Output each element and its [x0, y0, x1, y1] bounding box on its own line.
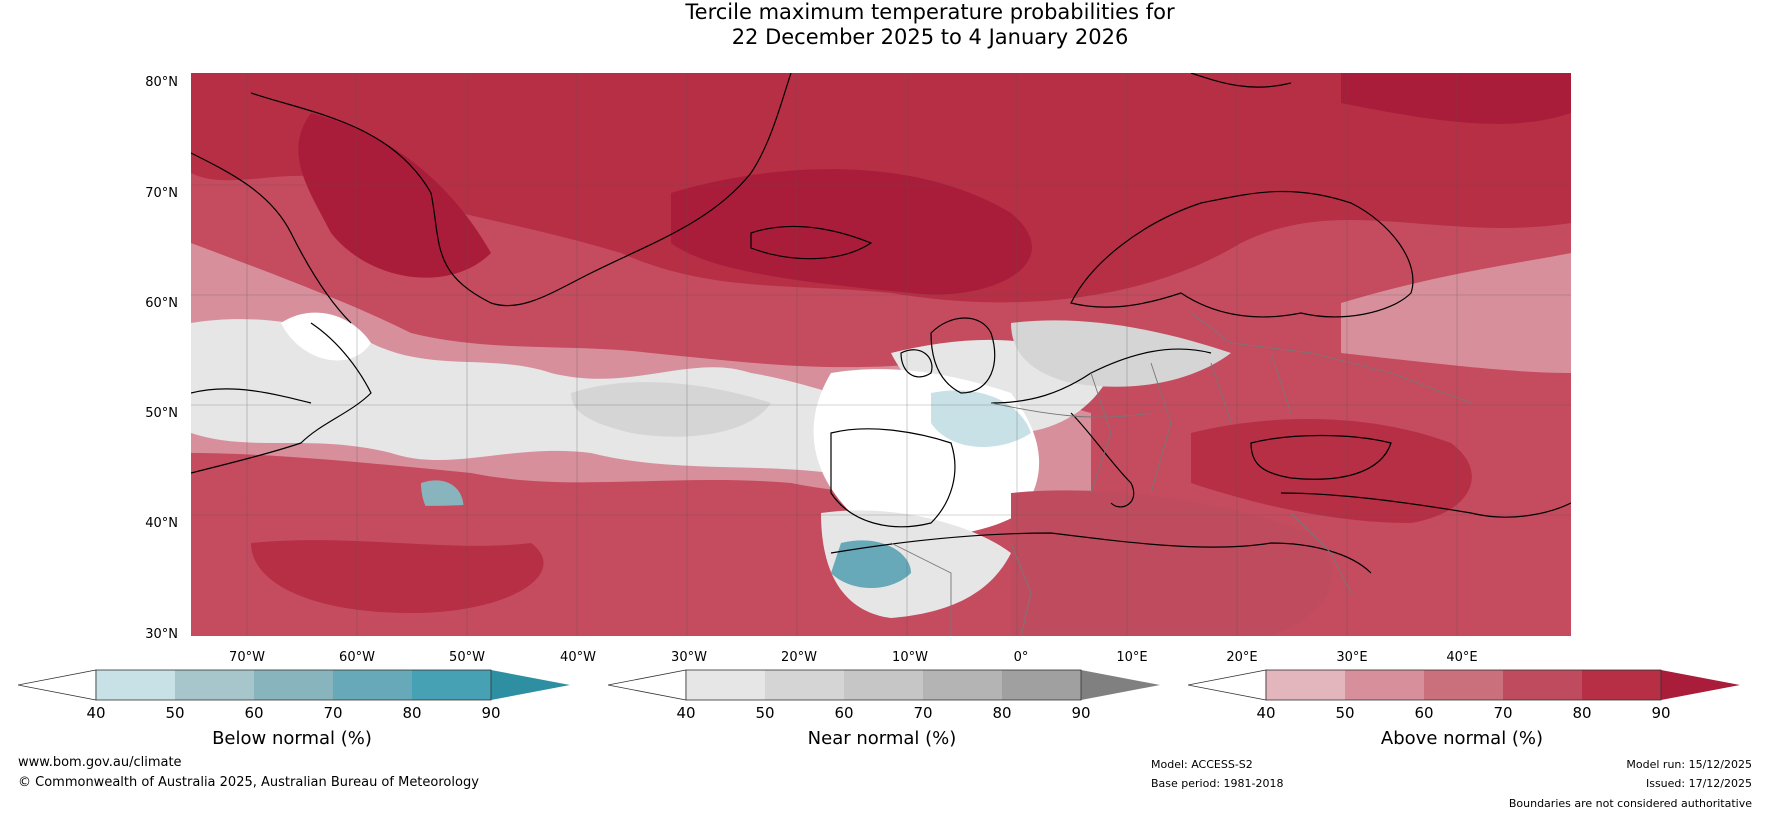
tick-label: 40 — [676, 704, 696, 722]
lat-label: 80°N — [145, 75, 178, 90]
tick-label: 50 — [165, 704, 185, 722]
model-run-text: Model run: 15/12/2025 — [1626, 758, 1752, 771]
tick-label: 50 — [755, 704, 775, 722]
copyright-text: © Commonwealth of Australia 2025, Austra… — [18, 775, 479, 790]
tick-label: 50 — [1335, 704, 1355, 722]
colorbar-above-normal: 40 50 60 70 80 90 — [1187, 668, 1740, 722]
lon-label: 40°W — [560, 650, 596, 665]
lon-label: 20°E — [1226, 650, 1258, 665]
tick-label: 40 — [86, 704, 106, 722]
tick-label: 60 — [244, 704, 264, 722]
colorbar-swatches — [17, 669, 570, 701]
map-title: Tercile maximum temperature probabilitie… — [0, 0, 1770, 50]
lon-label: 10°W — [892, 650, 928, 665]
lon-label: 70°W — [229, 650, 265, 665]
tick-label: 90 — [1651, 704, 1671, 722]
tick-label: 90 — [481, 704, 501, 722]
tick-label: 60 — [1414, 704, 1434, 722]
colorbar-swatches — [607, 669, 1160, 701]
website-link[interactable]: www.bom.gov.au/climate — [18, 755, 182, 770]
tick-label: 80 — [1572, 704, 1592, 722]
lon-label: 20°W — [781, 650, 817, 665]
title-line-1: Tercile maximum temperature probabilitie… — [685, 0, 1175, 24]
base-period-text: Base period: 1981-2018 — [1151, 777, 1284, 790]
colorbar-title-above: Above normal (%) — [1380, 728, 1544, 749]
lat-label: 60°N — [145, 296, 178, 311]
colorbar-title-near: Near normal (%) — [807, 728, 957, 749]
lon-label: 10°E — [1116, 650, 1148, 665]
issued-text: Issued: 17/12/2025 — [1645, 777, 1752, 790]
colorbar-below-normal: 40 50 60 70 80 90 — [17, 668, 570, 722]
tick-label: 60 — [834, 704, 854, 722]
tick-label: 80 — [992, 704, 1012, 722]
colorbar-title-below: Below normal (%) — [212, 728, 372, 749]
tick-label: 90 — [1071, 704, 1091, 722]
colorbar-swatches — [1187, 669, 1740, 701]
lon-label: 40°E — [1446, 650, 1478, 665]
lon-label: 50°W — [449, 650, 485, 665]
lat-label: 70°N — [145, 186, 178, 201]
tick-label: 70 — [913, 704, 933, 722]
tick-label: 70 — [323, 704, 343, 722]
probability-map — [191, 73, 1571, 636]
tick-label: 40 — [1256, 704, 1276, 722]
tick-label: 80 — [402, 704, 422, 722]
lon-label: 60°W — [339, 650, 375, 665]
lat-label: 40°N — [145, 516, 178, 531]
lat-label: 50°N — [145, 406, 178, 421]
model-text: Model: ACCESS-S2 — [1151, 758, 1253, 771]
lon-label: 30°W — [671, 650, 707, 665]
disclaimer-text: Boundaries are not considered authoritat… — [1508, 797, 1752, 810]
map-shading — [191, 73, 1571, 636]
tick-label: 70 — [1493, 704, 1513, 722]
colorbar-near-normal: 40 50 60 70 80 90 — [607, 668, 1160, 722]
lat-label: 30°N — [145, 627, 178, 642]
lon-label: 30°E — [1336, 650, 1368, 665]
title-line-2: 22 December 2025 to 4 January 2026 — [731, 25, 1129, 49]
lon-label: 0° — [1013, 650, 1029, 665]
